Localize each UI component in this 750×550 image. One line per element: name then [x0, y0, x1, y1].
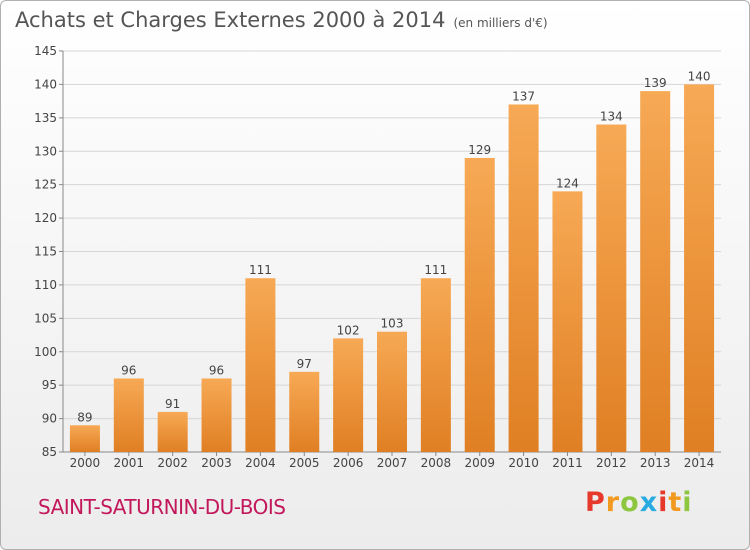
y-tick-label: 110	[34, 278, 57, 292]
bar-value-label: 124	[556, 176, 579, 190]
bar	[420, 278, 451, 452]
bar	[552, 191, 583, 452]
bar	[113, 378, 144, 452]
x-tick-label: 2007	[377, 456, 408, 470]
y-tick-label: 95	[42, 378, 57, 392]
y-tick-label: 85	[42, 445, 57, 459]
bar	[640, 91, 671, 452]
chart-title-text: Achats et Charges Externes 2000 à 2014	[15, 8, 446, 32]
bar-value-label: 102	[337, 323, 360, 337]
bar	[69, 425, 100, 452]
x-tick-label: 2005	[289, 456, 320, 470]
y-tick-label: 90	[42, 412, 57, 426]
town-name: SAINT-SATURNIN-DU-BOIS	[38, 495, 286, 519]
x-tick-label: 2009	[464, 456, 495, 470]
logo-letter: i	[682, 487, 693, 518]
x-tick-label: 2012	[596, 456, 627, 470]
logo-letter: r	[605, 487, 621, 518]
logo-letter: x	[639, 487, 659, 518]
logo-letter: o	[620, 487, 640, 518]
chart-unit: (en milliers d'€)	[453, 16, 548, 30]
bar-value-label: 137	[512, 89, 535, 103]
bar-value-label: 91	[165, 397, 180, 411]
x-tick-label: 2008	[421, 456, 452, 470]
bar-value-label: 139	[644, 76, 667, 90]
bar-value-label: 111	[424, 263, 447, 277]
x-tick-label: 2000	[70, 456, 101, 470]
bar-value-label: 97	[297, 357, 312, 371]
x-tick-label: 2011	[552, 456, 583, 470]
y-tick-label: 115	[34, 245, 57, 259]
x-tick-label: 2010	[508, 456, 539, 470]
x-tick-label: 2013	[640, 456, 671, 470]
logo-letter: t	[668, 487, 683, 518]
y-tick-label: 145	[34, 44, 57, 58]
logo-letter: P	[585, 487, 606, 518]
chart-title: Achats et Charges Externes 2000 à 2014 (e…	[15, 5, 548, 35]
bar-value-label: 134	[600, 110, 623, 124]
y-tick-label: 140	[34, 77, 57, 91]
x-tick-label: 2002	[157, 456, 188, 470]
bar-value-label: 129	[468, 143, 491, 157]
bar-value-label: 96	[121, 363, 136, 377]
x-tick-label: 2003	[201, 456, 232, 470]
bar-value-label: 103	[381, 317, 404, 331]
proxiti-logo: Proxiti	[585, 487, 693, 518]
bar-value-label: 96	[209, 363, 224, 377]
y-tick-label: 130	[34, 144, 57, 158]
bar	[596, 124, 627, 453]
y-tick-label: 100	[34, 345, 57, 359]
bar-value-label: 140	[688, 69, 711, 83]
x-tick-label: 2014	[684, 456, 715, 470]
bar	[377, 331, 407, 452]
bar	[201, 378, 232, 452]
y-tick-label: 105	[34, 311, 57, 325]
x-tick-label: 2004	[245, 456, 276, 470]
x-tick-label: 2006	[333, 456, 364, 470]
bar	[464, 157, 495, 452]
bar	[289, 371, 320, 452]
y-tick-label: 135	[34, 111, 57, 125]
bar	[684, 84, 715, 453]
bar-value-label: 111	[249, 263, 272, 277]
bar	[508, 104, 539, 452]
bar	[157, 411, 188, 452]
bar	[333, 338, 364, 452]
x-tick-label: 2001	[114, 456, 145, 470]
bar-value-label: 89	[77, 410, 92, 424]
y-tick-label: 120	[34, 211, 57, 225]
y-tick-label: 125	[34, 178, 57, 192]
logo-letter: i	[658, 487, 669, 518]
bar	[245, 278, 276, 452]
